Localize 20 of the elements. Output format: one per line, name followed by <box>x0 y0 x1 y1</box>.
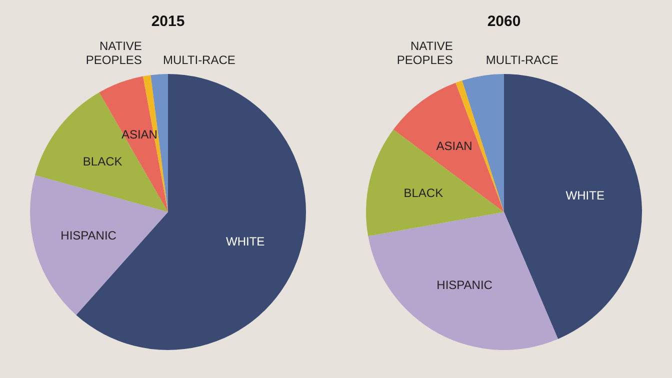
slice-label: HISPANIC <box>436 278 493 292</box>
pie-slice <box>393 82 504 212</box>
pie-slice <box>30 175 168 315</box>
slice-label: ASIAN <box>121 127 158 142</box>
slice-label: BLACK <box>404 186 444 200</box>
slice-label: MULTI-RACE <box>162 53 236 67</box>
slice-label: HISPANIC <box>60 228 117 243</box>
pie-slice <box>504 74 642 339</box>
chart-title: 2015 <box>151 13 185 30</box>
slice-label: BLACK <box>82 154 122 168</box>
pie-slice <box>366 129 504 236</box>
slice-label: WHITE <box>566 188 604 203</box>
slice-label: MULTI-RACE <box>486 53 558 67</box>
pie-slice <box>35 92 168 212</box>
slice-label: WHITE <box>226 234 265 249</box>
chart-title: 2060 <box>487 13 521 30</box>
slice-label: ASIAN <box>436 138 472 153</box>
slice-label: NATIVE PEOPLES <box>86 39 142 67</box>
slice-label: NATIVE PEOPLES <box>396 39 453 67</box>
pie-slice <box>368 212 558 350</box>
